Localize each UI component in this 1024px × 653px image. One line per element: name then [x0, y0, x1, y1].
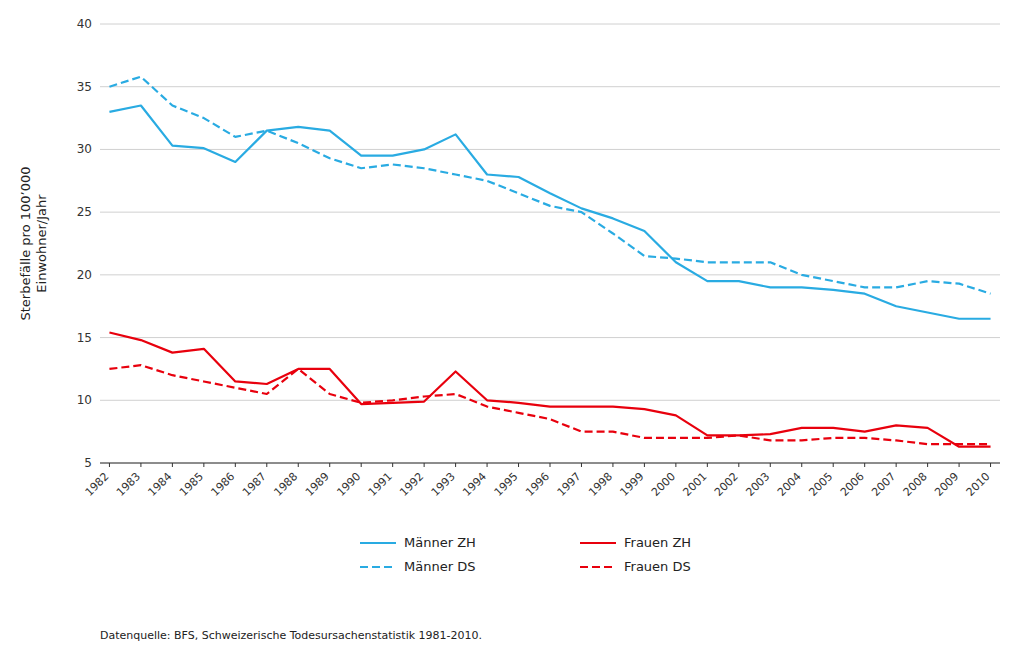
grid-line: [100, 337, 1000, 338]
grid-line: [100, 149, 1000, 150]
y-axis-label: Sterbefälle pro 100’000Einwohner/Jahr: [18, 167, 49, 321]
legend-swatch: [360, 566, 396, 568]
x-tick: [172, 463, 173, 467]
series-line: [109, 77, 990, 294]
grid: [100, 24, 1000, 463]
legend-label: Frauen DS: [624, 559, 691, 574]
legend-swatch: [360, 542, 396, 544]
x-tick-label: 2007: [869, 470, 898, 499]
x-tick: [392, 463, 393, 467]
chart-svg: 5101520253035401982198319841985198619871…: [0, 0, 1024, 653]
x-tick: [487, 463, 488, 467]
y-tick-label: 5: [84, 456, 92, 470]
y-tick-label: 20: [77, 268, 92, 282]
x-tick-label: 2009: [932, 470, 961, 499]
legend-swatch: [580, 542, 616, 544]
grid-line: [100, 274, 1000, 275]
x-tick-label: 2008: [901, 470, 930, 499]
x-tick-label: 1989: [303, 470, 332, 499]
y-tick-label: 25: [77, 205, 92, 219]
x-tick-label: 1997: [555, 470, 584, 499]
x-tick: [959, 463, 960, 467]
x-tick-label: 2005: [806, 470, 835, 499]
x-tick-label: 1992: [397, 470, 426, 499]
x-tick-label: 1998: [586, 470, 615, 499]
legend-swatch: [580, 566, 616, 568]
x-tick-label: 1984: [146, 470, 175, 499]
x-tick-label: 2003: [743, 470, 772, 499]
x-tick: [361, 463, 362, 467]
x-tick: [235, 463, 236, 467]
x-tick-label: 1986: [208, 470, 237, 499]
x-tick: [109, 463, 110, 467]
y-axis-label-line: Sterbefälle pro 100’000: [18, 167, 33, 321]
x-tick: [927, 463, 928, 467]
x-tick: [644, 463, 645, 467]
x-tick: [612, 463, 613, 467]
x-tick-label: 1985: [177, 470, 206, 499]
x-tick-label: 2001: [680, 470, 709, 499]
x-tick-label: 1994: [460, 470, 489, 499]
series-line: [109, 365, 990, 444]
x-tick: [864, 463, 865, 467]
x-tick-label: 2004: [775, 470, 804, 499]
source-note: Datenquelle: BFS, Schweizerische Todesur…: [100, 629, 482, 642]
x-tick: [329, 463, 330, 467]
x-tick: [266, 463, 267, 467]
x-tick: [990, 463, 991, 467]
x-tick-label: 1990: [334, 470, 363, 499]
x-tick: [707, 463, 708, 467]
x-tick: [455, 463, 456, 467]
grid-line: [100, 400, 1000, 401]
y-tick-label: 10: [77, 393, 92, 407]
x-tick: [550, 463, 551, 467]
grid-line: [100, 86, 1000, 87]
x-tick: [801, 463, 802, 467]
x-tick-label: 1991: [366, 470, 395, 499]
grid-line: [100, 212, 1000, 213]
grid-line: [100, 24, 1000, 25]
legend: Männer ZH Männer DS Frauen ZH Frauen DS: [360, 535, 691, 574]
x-tick: [298, 463, 299, 467]
legend-label: Männer DS: [404, 559, 475, 574]
y-tick-label: 30: [77, 142, 92, 156]
x-tick-label: 1999: [618, 470, 647, 499]
y-tick-label: 35: [77, 80, 92, 94]
x-tick-label: 1988: [271, 470, 300, 499]
y-tick-label: 40: [77, 17, 92, 31]
legend-label: Frauen ZH: [624, 535, 691, 550]
x-tick: [896, 463, 897, 467]
x-tick: [675, 463, 676, 467]
x-tick: [770, 463, 771, 467]
x-tick: [424, 463, 425, 467]
series-line: [109, 333, 990, 447]
x-tick-label: 2002: [712, 470, 741, 499]
x-tick-label: 2000: [649, 470, 678, 499]
y-tick-label: 15: [77, 331, 92, 345]
x-tick: [833, 463, 834, 467]
x-tick: [140, 463, 141, 467]
x-tick-label: 1996: [523, 470, 552, 499]
x-tick-label: 1993: [429, 470, 458, 499]
x-tick-label: 2006: [838, 470, 867, 499]
x-tick-label: 2010: [964, 470, 993, 499]
x-tick: [203, 463, 204, 467]
y-axis-label-line: Einwohner/Jahr: [34, 194, 49, 293]
x-tick-label: 1987: [240, 470, 269, 499]
series-line: [109, 106, 990, 319]
x-tick-label: 1995: [492, 470, 521, 499]
x-tick: [581, 463, 582, 467]
series-lines: [109, 77, 990, 447]
x-tick-label: 1983: [114, 470, 143, 499]
x-tick: [738, 463, 739, 467]
legend-label: Männer ZH: [404, 535, 476, 550]
x-tick: [518, 463, 519, 467]
x-tick-label: 1982: [83, 470, 112, 499]
